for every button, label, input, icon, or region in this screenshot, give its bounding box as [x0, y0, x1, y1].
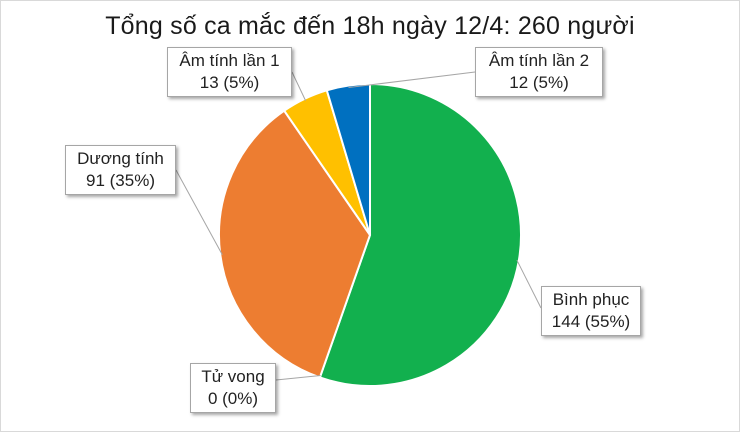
label-am-tinh-lan-1: Âm tính lần 1 13 (5%): [167, 47, 292, 97]
slice-am-tinh-lan-2: [325, 82, 371, 236]
chart-title: Tổng số ca mắc đến 18h ngày 12/4: 260 ng…: [105, 12, 635, 40]
label-duong-tinh: Dương tính 91 (35%): [65, 145, 176, 195]
leader-line-duong-tinh: [175, 169, 223, 255]
leader-line-tu-vong: [275, 375, 321, 381]
label-tu-vong: Tử vong 0 (0%): [190, 363, 276, 413]
leader-line-am-tinh-lan-1: [291, 71, 307, 101]
label-binh-phuc: Bình phục 144 (55%): [541, 286, 641, 336]
label-am-tinh-lan-2: Âm tính lần 2 12 (5%): [475, 47, 603, 97]
slice-duong-tinh: [218, 109, 372, 379]
leader-line-am-tinh-lan-2: [348, 71, 476, 89]
leader-line-binh-phuc: [516, 259, 542, 309]
